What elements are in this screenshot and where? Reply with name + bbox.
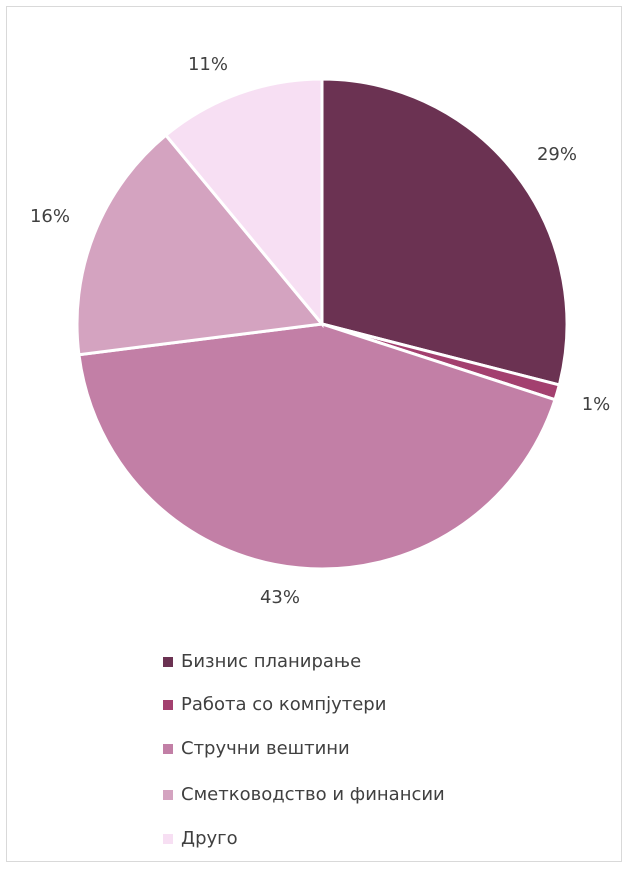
legend-swatch	[163, 744, 173, 754]
legend-label: Работа со компјутери	[181, 694, 386, 715]
legend-label: Стручни вештини	[181, 738, 350, 759]
data-label: 11%	[188, 54, 228, 75]
pie-slice	[77, 322, 557, 571]
legend-label: Друго	[181, 828, 238, 849]
data-label: 29%	[537, 144, 577, 165]
pie-slice	[320, 77, 569, 387]
legend-swatch	[163, 790, 173, 800]
pie-slice	[163, 77, 324, 329]
pie-slice	[75, 133, 325, 357]
data-label: 1%	[582, 394, 611, 415]
legend-label: Бизнис планирање	[181, 651, 361, 672]
data-label: 43%	[260, 587, 300, 608]
legend-label: Сметководство и финансии	[181, 784, 445, 805]
legend-swatch	[163, 657, 173, 667]
data-label: 16%	[30, 206, 70, 227]
legend-swatch	[163, 834, 173, 844]
legend-swatch	[163, 700, 173, 710]
